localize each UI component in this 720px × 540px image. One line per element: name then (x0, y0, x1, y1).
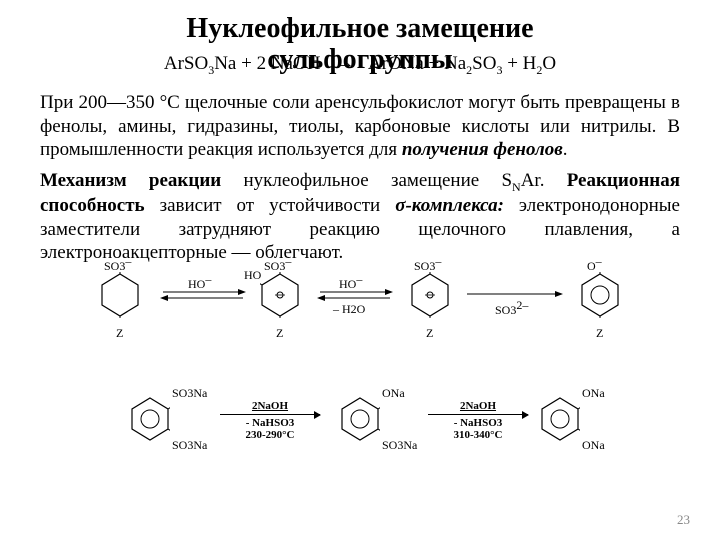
ona-label: ONa (582, 438, 605, 453)
benzene-icon (540, 396, 580, 442)
equilibrium-arrow: HO– (158, 286, 248, 309)
z-label: Z (276, 326, 283, 341)
overall-equation: ArSO3Na + 2 NaOH → ArONa + Na2SO3 + H2O (40, 52, 680, 78)
z-label: Z (116, 326, 123, 341)
eq-part: ArSO (164, 53, 208, 74)
eq-part: ArONa + Na (368, 53, 466, 74)
eq-part: O (542, 53, 556, 74)
ho-label: HO (244, 268, 261, 283)
so3na-label: SO3Na (172, 386, 207, 401)
paragraph-2: Механизм реакции нуклеофильное замещение… (40, 169, 680, 264)
slide: Нуклеофильное замещение сульфогруппы ArS… (0, 0, 720, 540)
ona-label: ONa (382, 386, 405, 401)
paragraph-1: При 200—350 °С щелочные соли аренсульфок… (40, 91, 680, 161)
title-line1: Нуклеофильное замещение (186, 13, 533, 44)
p1-text: При 200—350 °С щелочные соли аренсульфок… (40, 92, 680, 159)
so3na-label: SO3Na (382, 438, 417, 453)
industrial-reaction: SO3Na SO3Na ONa SO3Na ONa ONa 2NaOH - Na… (40, 366, 680, 486)
p2-text: зависит от устойчивости (145, 195, 396, 216)
benzene-icon (580, 272, 620, 318)
condition-arrow: 2NaOH - NaHSO3 310-340°C (428, 400, 528, 441)
eq-part: SO (472, 53, 496, 74)
so3na-label: SO3Na (172, 438, 207, 453)
forward-arrow: SO32– (465, 288, 565, 304)
ona-label: ONa (582, 386, 605, 401)
p2-text: нуклеофильное замещение SNAr. (221, 170, 566, 191)
condition-arrow: 2NaOH - NaHSO3 230-290°C (220, 400, 320, 441)
z-label: Z (596, 326, 603, 341)
z-label: Z (426, 326, 433, 341)
eq-arrow: → (335, 52, 355, 74)
p2-sigma: σ-комплекса: (395, 195, 504, 216)
p1-emph: получения фенолов (402, 139, 563, 160)
p1-text: . (563, 139, 568, 160)
benzene-icon (260, 272, 300, 318)
equilibrium-arrow: HO– – H2O (315, 286, 395, 309)
benzene-icon (340, 396, 380, 442)
page-number: 23 (677, 512, 690, 528)
p2-bold: Механизм реакции (40, 170, 221, 191)
benzene-icon (100, 272, 140, 318)
eq-part: + H (502, 53, 536, 74)
eq-part: Na + 2 NaOH (214, 53, 320, 74)
benzene-icon (410, 272, 450, 318)
benzene-icon (130, 396, 170, 442)
